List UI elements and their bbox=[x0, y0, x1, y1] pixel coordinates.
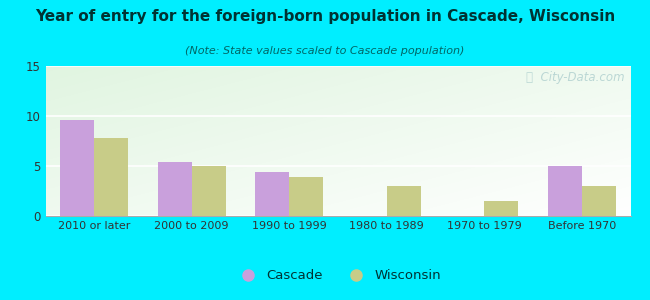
Bar bbox=[484, 201, 519, 216]
Bar bbox=[387, 186, 421, 216]
Bar bbox=[157, 162, 192, 216]
Bar bbox=[192, 166, 226, 216]
Bar bbox=[582, 186, 616, 216]
Bar bbox=[255, 172, 289, 216]
Text: ⓘ  City-Data.com: ⓘ City-Data.com bbox=[526, 70, 625, 83]
Text: Year of entry for the foreign-born population in Cascade, Wisconsin: Year of entry for the foreign-born popul… bbox=[35, 9, 615, 24]
Bar bbox=[60, 120, 94, 216]
Bar bbox=[94, 138, 129, 216]
Bar bbox=[289, 177, 324, 216]
Text: (Note: State values scaled to Cascade population): (Note: State values scaled to Cascade po… bbox=[185, 46, 465, 56]
Bar bbox=[547, 166, 582, 216]
Legend: Cascade, Wisconsin: Cascade, Wisconsin bbox=[229, 264, 447, 287]
